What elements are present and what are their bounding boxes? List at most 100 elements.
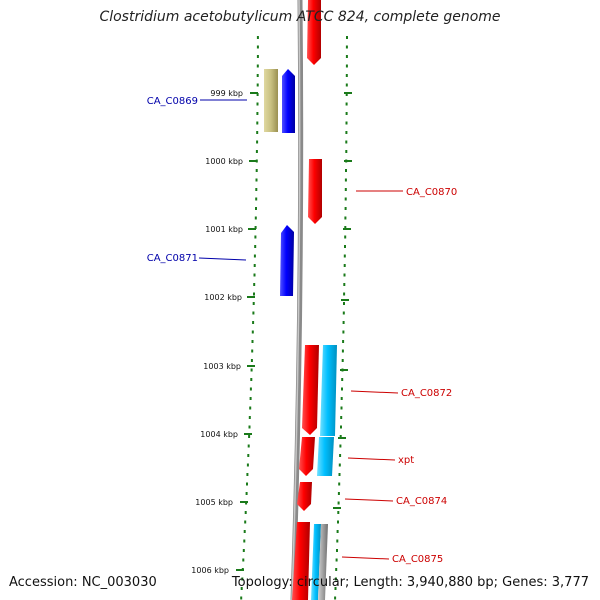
ruler-tick-label: 1004 kbp <box>200 430 238 439</box>
gene-labels: CA_C0869 CA_C0870 CA_C0871 CA_C0872 xpt … <box>147 96 458 565</box>
guide-dot <box>340 406 343 410</box>
guide-dot <box>255 178 258 182</box>
guide-dot <box>337 501 340 505</box>
guide-dot <box>256 55 259 58</box>
guide-dot <box>255 197 258 201</box>
ruler-tick-label: 1003 kbp <box>203 362 241 371</box>
guide-dot <box>252 311 255 315</box>
ruler-tick-label: 1002 kbp <box>204 293 242 302</box>
gene-label-ca-c0872[interactable]: CA_C0872 <box>401 388 452 399</box>
gene-arrow-forward[interactable] <box>297 482 312 511</box>
guide-dot <box>250 359 253 362</box>
gene-arrow-forward[interactable] <box>299 437 315 476</box>
guide-dot <box>340 416 343 419</box>
genome-backbone <box>290 0 304 600</box>
guide-dot <box>248 425 251 429</box>
guide-dot <box>250 378 253 381</box>
guide-dot <box>341 359 344 362</box>
guide-dot <box>255 188 258 191</box>
ruler-tick: 999 kbp <box>210 89 258 98</box>
guide-dot <box>343 302 345 305</box>
guide-dot <box>344 235 347 239</box>
guide-dot <box>243 539 246 543</box>
gene-label-ca-c0871[interactable]: CA_C0871 <box>147 253 198 264</box>
gene-label-ca-c0874[interactable]: CA_C0874 <box>396 496 447 507</box>
gene-block-grey[interactable] <box>318 524 328 600</box>
guide-dot <box>344 197 347 201</box>
gene-arrow-forward[interactable] <box>308 159 322 224</box>
guide-dot <box>345 83 348 87</box>
guide-dot <box>253 292 255 296</box>
guide-dot <box>343 273 346 277</box>
guide-dot <box>345 74 348 77</box>
guide-dot <box>339 444 342 448</box>
guide-dot <box>345 55 348 58</box>
guide-dot <box>250 368 253 372</box>
ruler-tick-label: 1006 kbp <box>191 566 229 575</box>
guide-dot <box>345 112 348 115</box>
gene-arrow-forward[interactable] <box>292 522 310 600</box>
ruler-tick-label: 1000 kbp <box>205 157 243 166</box>
guide-dot <box>256 83 259 87</box>
accession-text: Accession: NC_003030 <box>9 575 157 590</box>
guide-dot <box>341 349 344 353</box>
guide-dot <box>345 121 348 125</box>
gene-block-cyan[interactable] <box>320 345 337 436</box>
guide-dot <box>345 102 348 106</box>
guide-dot <box>344 207 347 210</box>
guide-dot <box>246 482 248 486</box>
guide-dot <box>251 349 254 353</box>
gene-block-cyan[interactable] <box>311 524 321 600</box>
gene-arrow-forward[interactable] <box>307 0 321 65</box>
ruler-tick: 1005 kbp <box>195 498 248 507</box>
guide-dot <box>242 549 245 552</box>
guide-dot <box>249 397 252 400</box>
guide-dot <box>342 311 345 315</box>
guide-dot <box>244 520 247 524</box>
guide-dot <box>335 558 338 562</box>
gene-label-ca-c0875[interactable]: CA_C0875 <box>392 554 443 565</box>
gene-features <box>264 0 337 600</box>
gene-arrow-reverse[interactable] <box>282 69 295 133</box>
guide-dot <box>254 235 257 239</box>
gene-label-ca-c0869[interactable]: CA_C0869 <box>147 96 198 107</box>
guide-dot <box>246 473 249 476</box>
guide-dot <box>251 340 254 343</box>
guide-dot <box>243 530 246 533</box>
gene-arrow-reverse[interactable] <box>280 225 294 296</box>
gene-block-cyan[interactable] <box>317 437 334 476</box>
guide-dot <box>252 321 255 324</box>
gene-label-xpt[interactable]: xpt <box>398 455 414 466</box>
guide-dot <box>251 330 254 334</box>
guide-dot <box>252 302 255 305</box>
guide-dot <box>338 473 341 476</box>
guide-dot <box>256 74 259 77</box>
guide-dot <box>247 454 250 457</box>
guide-dot <box>256 45 259 49</box>
guide-dot <box>344 245 346 248</box>
guide-dot <box>344 178 347 182</box>
genome-title: Clostridium acetobutylicum ATCC 824, com… <box>99 9 501 25</box>
guide-dot <box>339 454 342 457</box>
guide-dot <box>345 131 348 134</box>
guide-dot <box>343 264 346 267</box>
guide-dot <box>256 112 259 115</box>
guide-dot <box>255 150 258 153</box>
genome-summary-text: Topology: circular; Length: 3,940,880 bp… <box>231 575 589 590</box>
guide-dot <box>244 511 247 514</box>
guide-dot <box>338 463 341 467</box>
gene-block-olive[interactable] <box>264 69 278 132</box>
gene-arrow-forward[interactable] <box>302 345 319 435</box>
gene-label-ca-c0870[interactable]: CA_C0870 <box>406 187 457 198</box>
guide-dot <box>254 216 257 220</box>
guide-dot <box>345 169 347 172</box>
guide-dot <box>334 577 337 581</box>
guide-dot <box>341 387 343 391</box>
ruler-tick: 1003 kbp <box>203 362 255 371</box>
guide-dot <box>254 245 257 248</box>
genome-backbone-highlight <box>291 0 301 600</box>
guide-dot <box>256 102 259 106</box>
guide-dot <box>335 568 338 571</box>
guide-dot <box>246 463 249 467</box>
